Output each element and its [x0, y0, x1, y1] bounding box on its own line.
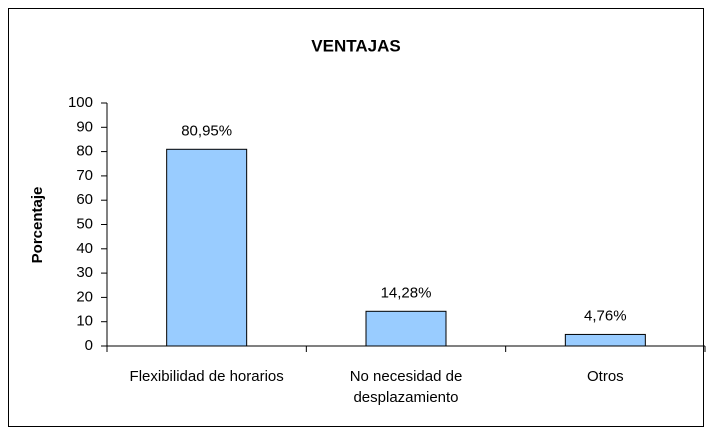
- y-tick-label: 20: [76, 288, 93, 305]
- x-tick-label-box: Otros: [586, 368, 624, 385]
- y-tick-label: 50: [76, 215, 93, 232]
- y-tick-label: 80: [76, 143, 93, 160]
- bar: [564, 333, 646, 347]
- chart-frame: [8, 8, 704, 427]
- x-tick-label: No necesidad de desplazamiento: [349, 368, 463, 406]
- y-tick-label: 30: [76, 264, 93, 281]
- chart-title: VENTAJAS: [311, 36, 400, 55]
- value-label: 4,76%: [584, 307, 627, 324]
- bar: [166, 148, 248, 347]
- x-tick-label: Otros: [586, 368, 624, 385]
- y-tick-label: 90: [76, 118, 93, 135]
- y-axis-label: Porcentaje: [29, 187, 46, 264]
- y-tick-label: 40: [76, 240, 93, 257]
- y-tick-label: 0: [85, 337, 93, 354]
- x-tick-label: Flexibilidad de horarios: [129, 368, 284, 385]
- y-tick-label: 10: [76, 313, 93, 330]
- y-tick-label: 100: [68, 94, 93, 111]
- x-tick-label-box: No necesidad de desplazamiento: [349, 368, 463, 406]
- y-tick-label: 70: [76, 167, 93, 184]
- value-label: 14,28%: [381, 284, 432, 301]
- bar: [365, 310, 447, 347]
- value-label: 80,95%: [181, 122, 232, 139]
- y-tick-label: 60: [76, 191, 93, 208]
- x-tick-label-box: Flexibilidad de horarios: [129, 368, 284, 385]
